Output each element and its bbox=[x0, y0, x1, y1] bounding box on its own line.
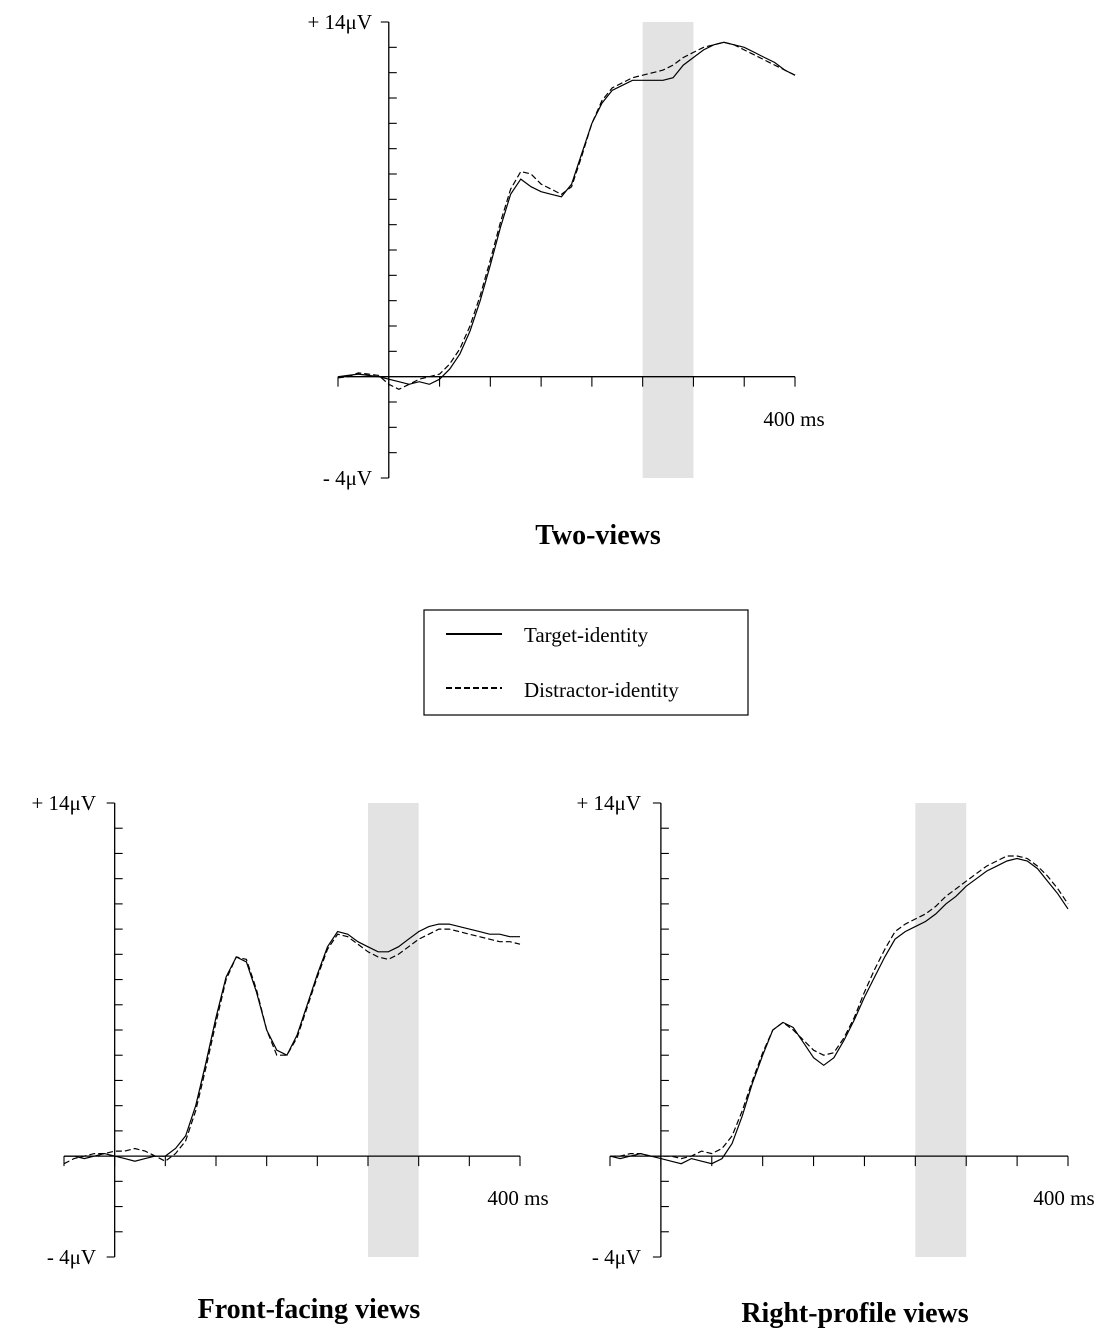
series-lines bbox=[63, 923, 521, 1165]
chart-title: Front-facing views bbox=[198, 1294, 421, 1325]
legend-label-target: Target-identity bbox=[524, 623, 649, 647]
x-end-label: 400 ms bbox=[487, 1186, 548, 1210]
legend: Target-identity Distractor-identity bbox=[423, 609, 749, 716]
legend-label-distractor: Distractor-identity bbox=[524, 678, 679, 702]
chart-panel-right-profile: + 14μV - 4μV 400 ms Right-profile views bbox=[576, 791, 1094, 1329]
y-bottom-label: - 4μV bbox=[323, 466, 372, 490]
x-end-label: 400 ms bbox=[763, 407, 824, 431]
distractor-identity-line bbox=[337, 41, 796, 390]
legend-box bbox=[423, 609, 749, 716]
y-top-label: + 14μV bbox=[576, 791, 641, 815]
highlight-window-rect bbox=[915, 803, 967, 1257]
chart-panel-front-facing: + 14μV - 4μV 400 ms Front-facing views bbox=[31, 791, 548, 1325]
chart-panel-two-views: + 14μV - 4μV 400 ms Two-views bbox=[307, 10, 824, 551]
chart-title: Two-views bbox=[535, 520, 661, 551]
chart-title: Right-profile views bbox=[741, 1298, 968, 1329]
highlight-window-rect bbox=[368, 803, 419, 1257]
axes bbox=[63, 802, 521, 1258]
y-bottom-label: - 4μV bbox=[47, 1245, 96, 1269]
target-identity-line bbox=[337, 41, 796, 385]
axes bbox=[337, 21, 796, 479]
highlight-window bbox=[642, 22, 694, 478]
x-end-label: 400 ms bbox=[1033, 1186, 1094, 1210]
series-lines bbox=[337, 41, 796, 390]
target-identity-line bbox=[609, 857, 1069, 1165]
highlight-window bbox=[915, 803, 967, 1257]
y-top-label: + 14μV bbox=[31, 791, 96, 815]
highlight-window bbox=[368, 803, 419, 1257]
target-identity-line bbox=[64, 923, 520, 1162]
distractor-identity-line bbox=[610, 855, 1069, 1160]
series-lines bbox=[609, 855, 1069, 1165]
axes bbox=[609, 802, 1069, 1258]
y-bottom-label: - 4μV bbox=[592, 1245, 641, 1269]
y-top-label: + 14μV bbox=[307, 10, 372, 34]
highlight-window-rect bbox=[642, 22, 694, 478]
